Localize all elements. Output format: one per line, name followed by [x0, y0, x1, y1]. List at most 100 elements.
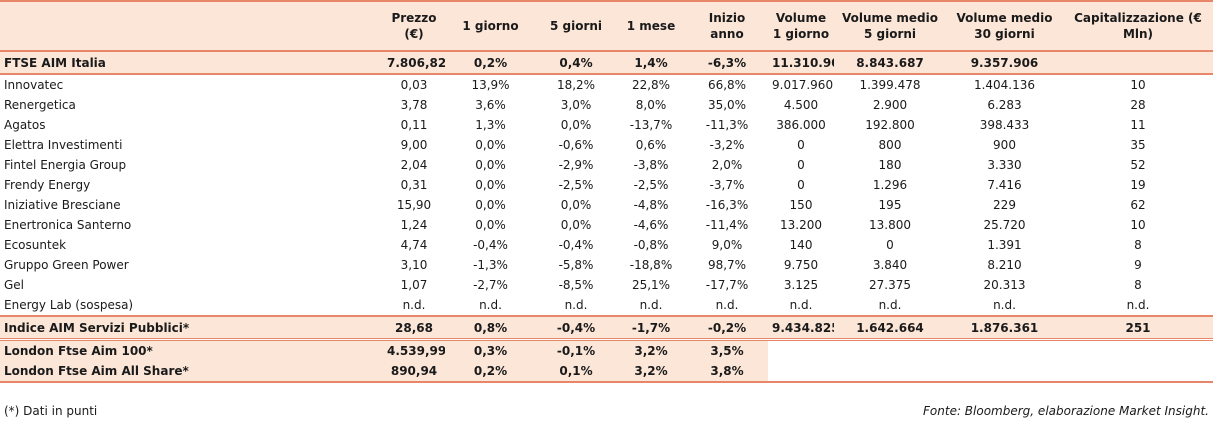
table-cell: 3,2% — [616, 361, 686, 382]
source-note: Fonte: Bloomberg, elaborazione Market In… — [923, 404, 1209, 418]
table-cell: -3,7% — [709, 178, 745, 192]
table-cell: -3,2% — [709, 138, 745, 152]
table-cell: -11,3% — [705, 118, 749, 132]
row-label: Renergetica — [4, 98, 76, 112]
table-row: Innovatec 0,03 13,9% 18,2% 22,8% 66,8% 9.017.9… — [0, 74, 1213, 95]
table-cell: 0,0% — [560, 118, 592, 132]
row-label: Gel — [4, 278, 25, 292]
table-cell: 251 — [1063, 316, 1213, 340]
table-cell: 800 — [878, 138, 902, 152]
reference-index-row: London Ftse Aim All Share* 890,94 0,2% 0,1%… — [0, 361, 1213, 382]
row-label: Indice AIM Servizi Pubblici* — [0, 316, 383, 340]
empty-cell — [834, 339, 946, 361]
table-cell: n.d. — [479, 298, 502, 312]
footnote: (*) Dati in punti — [4, 404, 98, 418]
header-cell: Capitalizzazione (€ Mln) — [1063, 1, 1213, 51]
reference-index-row: London Ftse Aim 100* 4.539,99 0,3% -0,1% 3,2… — [0, 339, 1213, 361]
table-cell: 0 — [797, 178, 805, 192]
table-cell: 3,78 — [400, 98, 428, 112]
empty-cell — [1063, 339, 1213, 361]
row-label: London Ftse Aim All Share* — [0, 361, 383, 382]
table-row: Elettra Investimenti 9,00 0,0% -0,6% 0,6% -3,… — [0, 135, 1213, 155]
table-cell: 0 — [797, 158, 805, 172]
header-cell: Volume medio 5 giorni — [834, 1, 946, 51]
row-label: Ecosuntek — [4, 238, 67, 252]
table-cell: 20.313 — [983, 278, 1026, 292]
table-cell: 2,04 — [400, 158, 428, 172]
table-cell: -8,5% — [558, 278, 594, 292]
table-cell: -17,7% — [705, 278, 749, 292]
index-row-ftse-aim-italia: FTSE AIM Italia 7.806,82 0,2% 0,4% 1,4% -6,3%… — [0, 51, 1213, 74]
row-label: London Ftse Aim 100* — [0, 339, 383, 361]
table-cell: 150 — [789, 198, 813, 212]
table-cell: -2,5% — [633, 178, 669, 192]
empty-cell — [946, 339, 1063, 361]
table-row: Ecosuntek 4,74 -0,4% -0,4% -0,8% 9,0% 140 0 1.39… — [0, 235, 1213, 255]
table-row: Energy Lab (sospesa) n.d. n.d. n.d. n.d. n.d.… — [0, 295, 1213, 316]
table-cell: 0,2% — [445, 51, 536, 74]
table-cell: 2.900 — [872, 98, 908, 112]
row-label: FTSE AIM Italia — [0, 51, 383, 74]
table-cell: n.d. — [402, 298, 426, 312]
table-cell: 0,0% — [560, 218, 592, 232]
header-cell-name — [0, 1, 383, 51]
table-cell: 1,4% — [616, 51, 686, 74]
table-cell: 0,0% — [475, 178, 506, 192]
table-cell: n.d. — [715, 298, 739, 312]
table-cell: 9.357.906 — [946, 51, 1063, 74]
row-label: Innovatec — [4, 78, 64, 92]
table-cell: -11,4% — [705, 218, 749, 232]
table-cell: 192.800 — [865, 118, 915, 132]
table-cell: 1.642.664 — [834, 316, 946, 340]
table-cell: 15,90 — [396, 198, 432, 212]
table-cell: 19 — [1130, 178, 1146, 192]
table-cell: -16,3% — [705, 198, 749, 212]
table-cell: 3,5% — [686, 339, 768, 361]
table-cell: 0,11 — [400, 118, 428, 132]
table-cell: 0 — [797, 138, 805, 152]
header-cell: 1 giorno — [445, 1, 536, 51]
table-cell: 900 — [993, 138, 1016, 152]
table-cell: -2,9% — [558, 158, 594, 172]
table-cell: 0,0% — [475, 138, 506, 152]
header-cell: Inizio anno — [686, 1, 768, 51]
table-cell: 8,0% — [635, 98, 667, 112]
table-cell: -0,4% — [558, 238, 594, 252]
table-cell: -0,2% — [686, 316, 768, 340]
row-label: Fintel Energia Group — [4, 158, 127, 172]
table-cell: 3.840 — [872, 258, 908, 272]
table-row: Fintel Energia Group 2,04 0,0% -2,9% -3,8% 2,… — [0, 155, 1213, 175]
table-cell — [1063, 51, 1213, 74]
table-cell: 890,94 — [383, 361, 445, 382]
table-cell: 1.391 — [987, 238, 1022, 252]
table-cell: 1,3% — [475, 118, 506, 132]
table-cell: n.d. — [1126, 298, 1150, 312]
table-cell: 0,0% — [560, 198, 592, 212]
empty-cell — [1063, 361, 1213, 382]
table-row: Frendy Energy 0,31 0,0% -2,5% -2,5% -3,7% 0 1.2… — [0, 175, 1213, 195]
table-cell: -6,3% — [686, 51, 768, 74]
table-cell: 3,10 — [400, 258, 428, 272]
row-label: Frendy Energy — [4, 178, 91, 192]
table-cell: 13.800 — [869, 218, 911, 232]
table-cell: 28,68 — [383, 316, 445, 340]
table-cell: -2,7% — [473, 278, 508, 292]
table-cell: 3.125 — [783, 278, 819, 292]
table-cell: -0,6% — [558, 138, 594, 152]
table-cell: 3,6% — [475, 98, 506, 112]
aim-market-table: Prezzo (€) 1 giorno 5 giorni 1 mese Inizio a… — [0, 1, 1213, 382]
empty-cell — [834, 361, 946, 382]
table-cell: 4,74 — [400, 238, 428, 252]
row-label: Gruppo Green Power — [4, 258, 129, 272]
table-cell: 0,3% — [445, 339, 536, 361]
table-cell: 0 — [886, 238, 894, 252]
table-cell: 398.433 — [979, 118, 1030, 132]
row-label: Agatos — [4, 118, 46, 132]
table-cell: 25,1% — [631, 278, 671, 292]
table-cell: 8.843.687 — [834, 51, 946, 74]
row-label: Energy Lab (sospesa) — [4, 298, 134, 312]
table-cell: -0,8% — [633, 238, 669, 252]
table-cell: 7.806,82 — [383, 51, 445, 74]
table-cell: 3,8% — [686, 361, 768, 382]
table-row: Enertronica Santerno 1,24 0,0% 0,0% -4,6% -11… — [0, 215, 1213, 235]
